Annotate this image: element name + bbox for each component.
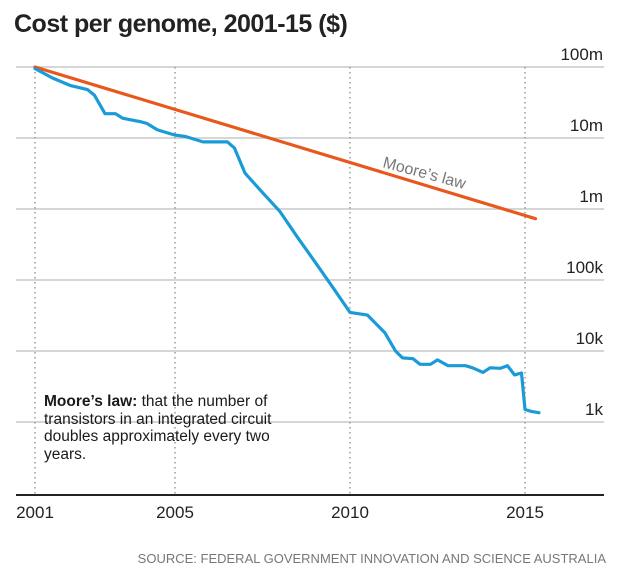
x-tick-label: 2001 <box>16 503 54 522</box>
source-credit: SOURCE: FEDERAL GOVERNMENT INNOVATION AN… <box>137 551 606 566</box>
grid-lines <box>16 66 604 495</box>
moores-law-line <box>33 65 538 221</box>
y-tick-label: 10m <box>570 116 603 135</box>
x-tick-label: 2005 <box>156 503 194 522</box>
series-lines <box>33 65 541 415</box>
note-term: Moore’s law: <box>44 393 138 410</box>
x-tick-label: 2010 <box>331 503 369 522</box>
y-tick-label: 10k <box>576 329 604 348</box>
cost-per-genome-line <box>33 66 541 415</box>
chart-title: Cost per genome, 2001-15 ($) <box>14 10 348 38</box>
tick-labels: 1k 10k 100k 1m 10m 100m 2001 2005 2010 2015 <box>16 45 603 522</box>
moores-law-note: Moore’s law: that the number of transist… <box>44 393 306 463</box>
y-tick-label: 1k <box>585 400 603 419</box>
moores-law-annotation: Moore’s law <box>381 154 468 193</box>
y-tick-label: 100k <box>566 258 603 277</box>
y-tick-label: 1m <box>579 187 603 206</box>
note-text: that the number of transistors in an int… <box>44 393 272 463</box>
y-tick-label: 100m <box>560 45 603 64</box>
x-tick-label: 2015 <box>506 503 544 522</box>
